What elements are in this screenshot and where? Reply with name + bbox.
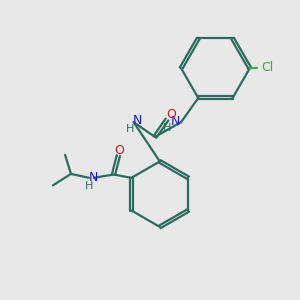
- Text: H: H: [163, 123, 172, 133]
- Text: N: N: [170, 115, 180, 128]
- Text: O: O: [114, 143, 124, 157]
- Text: H: H: [126, 124, 135, 134]
- Text: O: O: [166, 107, 176, 121]
- Text: H: H: [85, 181, 93, 191]
- Text: N: N: [89, 171, 98, 184]
- Text: Cl: Cl: [261, 61, 274, 74]
- Text: N: N: [133, 114, 142, 127]
